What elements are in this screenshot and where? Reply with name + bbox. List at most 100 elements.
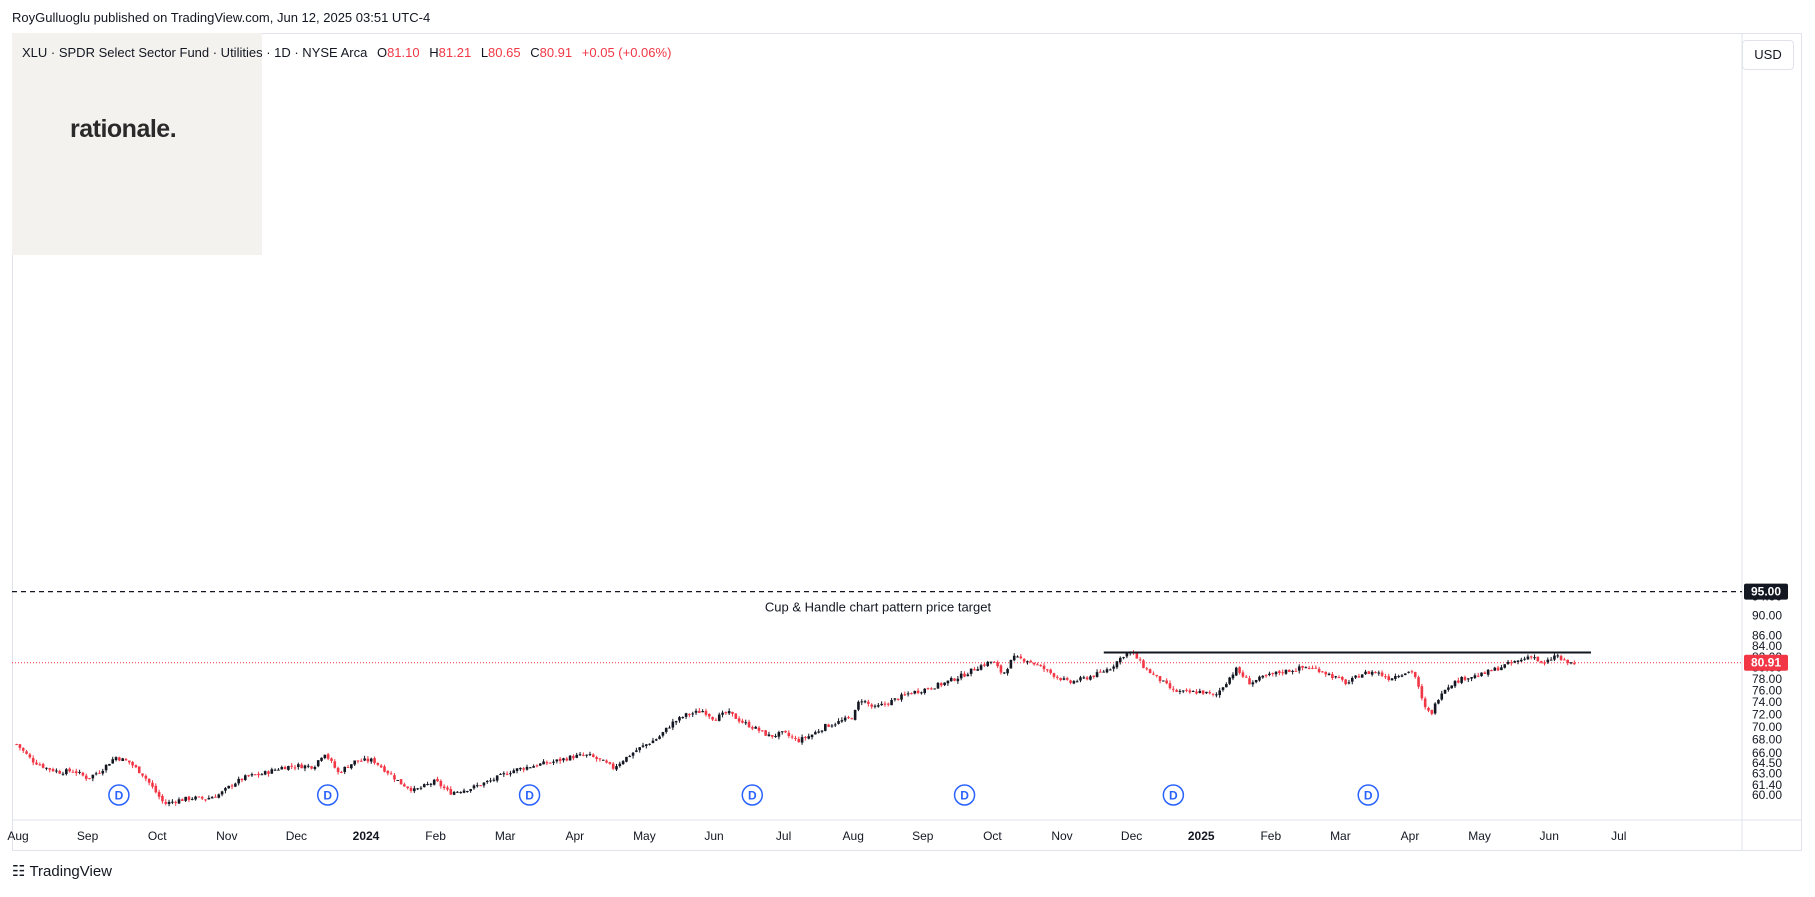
dividend-marker-label: D <box>748 789 757 803</box>
candle-body <box>731 711 734 714</box>
candle-body <box>482 782 486 786</box>
y-tick-label: 78.00 <box>1752 672 1782 686</box>
candle-body <box>658 736 661 739</box>
candle-body <box>1138 659 1142 661</box>
candle-body <box>529 767 532 769</box>
candle-body <box>615 766 618 770</box>
candle-body <box>141 773 144 776</box>
candle-body <box>1241 672 1245 677</box>
candle-body <box>1218 690 1221 696</box>
candle-body <box>1440 693 1444 700</box>
candle-body <box>591 754 595 757</box>
candle-body <box>926 688 930 690</box>
candle-body <box>403 784 406 787</box>
candle-body <box>1006 669 1009 674</box>
candle-body <box>1420 686 1424 699</box>
candle-body <box>1483 672 1487 674</box>
tradingview-brand[interactable]: ☷ TradingView <box>12 862 112 881</box>
candle-body <box>707 713 711 717</box>
candle-body <box>1317 668 1321 673</box>
dividend-marker[interactable] <box>316 784 339 806</box>
x-tick-label: Apr <box>1401 829 1420 843</box>
candle-body <box>1059 677 1062 681</box>
candle-body <box>111 759 115 764</box>
candle-body <box>1543 662 1546 664</box>
dividend-marker-label: D <box>525 789 534 803</box>
x-tick-label: Dec <box>286 829 307 843</box>
price-target-annotation: Cup & Handle chart pattern price target <box>765 600 992 615</box>
candle-body <box>81 772 85 776</box>
candle-body <box>1221 687 1225 690</box>
candle-body <box>147 778 151 783</box>
candle-body <box>558 758 562 762</box>
candle-body <box>194 796 197 800</box>
candle-body <box>1334 676 1337 678</box>
candle-body <box>1244 676 1248 678</box>
candle-body <box>1463 677 1467 680</box>
candle-body <box>1476 675 1480 677</box>
dividend-marker[interactable] <box>741 784 764 806</box>
candle-body <box>611 763 615 769</box>
candle-body <box>870 704 873 707</box>
dividend-marker[interactable] <box>1162 784 1185 806</box>
candle-body <box>761 730 764 732</box>
candle-body <box>867 701 870 704</box>
candle-body <box>976 669 980 671</box>
candle-body <box>572 756 575 759</box>
candle-body <box>459 792 463 794</box>
candle-body <box>999 665 1003 673</box>
candle-body <box>114 757 118 760</box>
candle-body <box>1002 672 1006 674</box>
candle-body <box>1417 677 1420 687</box>
candle-body <box>830 725 834 727</box>
candle-body <box>621 761 625 765</box>
candle-body <box>84 775 88 779</box>
dividend-marker[interactable] <box>953 784 976 806</box>
candle-body <box>538 763 542 766</box>
candle-body <box>1423 698 1427 708</box>
dividend-marker[interactable] <box>518 784 541 806</box>
candle-body <box>698 710 701 713</box>
candle-body <box>184 796 187 801</box>
currency-button[interactable]: USD <box>1742 40 1794 70</box>
candle-body <box>747 721 751 728</box>
candle-body <box>227 785 231 789</box>
candle-body <box>1480 672 1483 677</box>
candle-body <box>1238 667 1241 673</box>
candle-body <box>1437 700 1440 704</box>
candle-body <box>930 688 933 690</box>
candle-body <box>857 701 860 710</box>
candle-body <box>542 761 545 765</box>
candle-body <box>770 735 774 737</box>
candle-body <box>280 766 284 770</box>
candle-body <box>181 799 184 801</box>
candle-body <box>993 661 996 663</box>
candle-body <box>717 714 721 721</box>
candle-body <box>1344 679 1347 685</box>
candle-body <box>1413 672 1417 677</box>
candle-body <box>174 801 177 803</box>
candle-body <box>293 767 297 769</box>
candle-body <box>1171 688 1175 690</box>
candle-body <box>664 727 668 732</box>
candle-body <box>631 752 635 756</box>
dividend-marker[interactable] <box>108 784 130 806</box>
candle-body <box>1122 657 1125 659</box>
candle-body <box>853 709 857 720</box>
candle-body <box>1519 659 1523 662</box>
candle-body <box>1264 675 1268 677</box>
x-tick-label: Dec <box>1121 829 1142 843</box>
candle-body <box>442 786 446 789</box>
candle-body <box>161 795 164 802</box>
candle-body <box>1046 669 1049 671</box>
candle-body <box>920 692 923 694</box>
candle-body <box>436 778 439 782</box>
candle-body <box>18 744 22 748</box>
candle-body <box>1457 680 1460 683</box>
candle-body <box>880 703 883 706</box>
candle-body <box>1533 657 1536 659</box>
candle-body <box>654 739 658 741</box>
dividend-marker[interactable] <box>1357 784 1379 806</box>
candle-body <box>277 769 280 771</box>
